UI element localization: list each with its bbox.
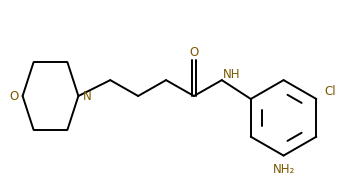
Text: NH₂: NH₂: [272, 163, 295, 176]
Text: O: O: [189, 46, 199, 59]
Text: O: O: [9, 89, 18, 103]
Text: Cl: Cl: [324, 84, 336, 98]
Text: N: N: [83, 89, 92, 103]
Text: NH: NH: [223, 68, 240, 81]
